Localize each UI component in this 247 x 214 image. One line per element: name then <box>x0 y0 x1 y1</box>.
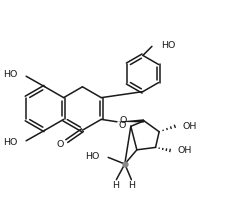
Text: OH: OH <box>177 146 192 155</box>
Text: O: O <box>56 140 64 149</box>
Text: O: O <box>120 116 127 125</box>
Text: O: O <box>119 121 126 130</box>
Text: H: H <box>128 181 136 190</box>
Text: HO: HO <box>3 138 18 147</box>
Text: HO: HO <box>161 41 175 50</box>
Polygon shape <box>117 119 144 123</box>
Text: HO: HO <box>3 70 18 79</box>
Text: H: H <box>112 181 119 190</box>
Text: HO: HO <box>85 152 99 161</box>
Text: OH: OH <box>182 122 196 131</box>
